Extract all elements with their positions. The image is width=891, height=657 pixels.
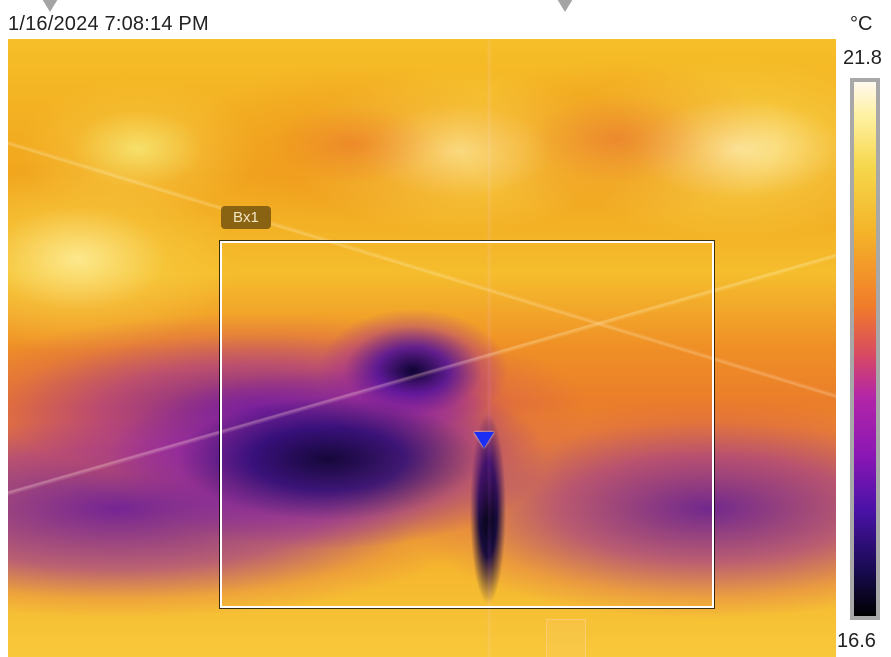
temperature-gradient	[854, 82, 876, 616]
scale-max-value: 21.8	[843, 47, 882, 69]
temperature-unit: °C	[850, 13, 873, 35]
temperature-scale-bar	[850, 78, 880, 620]
measurement-box-label[interactable]: Bx1	[221, 206, 271, 229]
top-marker-left-icon	[39, 0, 61, 12]
scale-min-value: 16.6	[837, 630, 876, 652]
measurement-box[interactable]	[219, 240, 715, 609]
cold-spot-marker-icon	[474, 432, 494, 448]
thermal-image	[8, 39, 836, 657]
top-marker-right-icon	[554, 0, 576, 12]
capture-timestamp: 1/16/2024 7:08:14 PM	[8, 13, 209, 35]
